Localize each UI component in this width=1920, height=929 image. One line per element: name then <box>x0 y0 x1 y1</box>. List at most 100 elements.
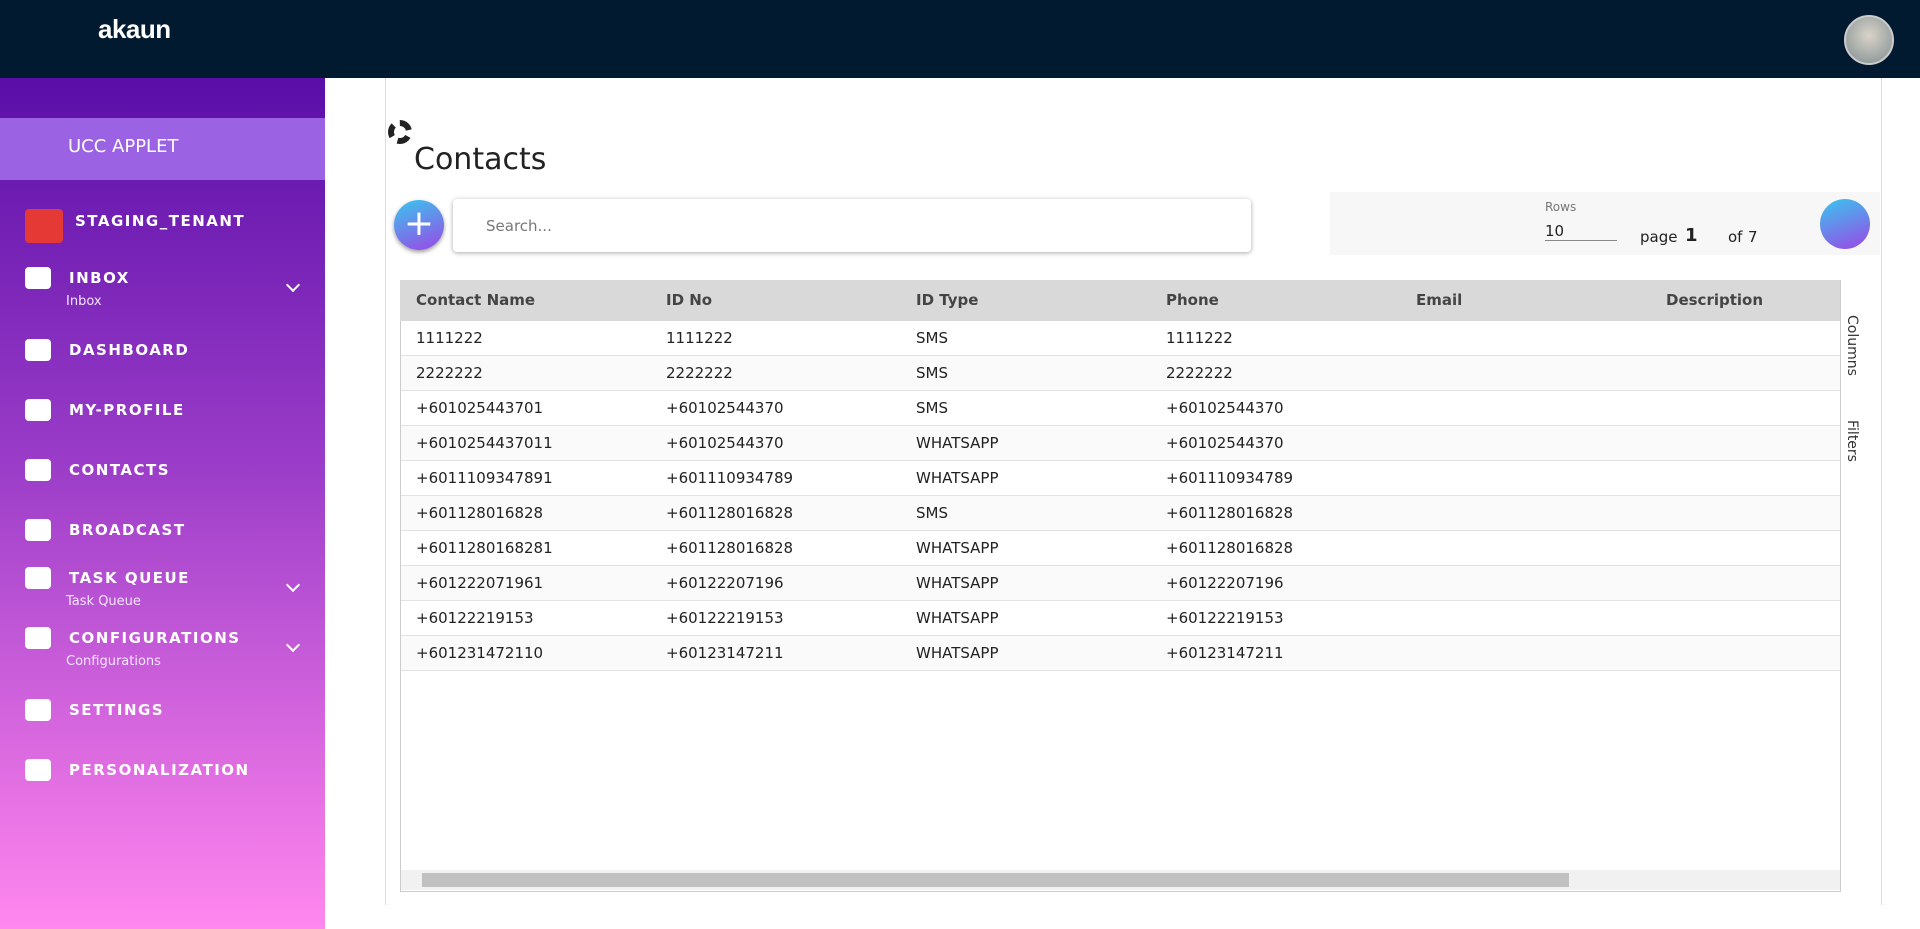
nav-item[interactable]: MY-PROFILE <box>69 401 185 419</box>
cell: +60123147211 <box>666 644 784 662</box>
cell: 2222222 <box>1166 364 1233 382</box>
nav-item[interactable]: PERSONALIZATION <box>69 761 250 779</box>
tenant-icon <box>25 209 63 243</box>
cell: WHATSAPP <box>916 469 999 487</box>
table-row[interactable] <box>401 391 1840 426</box>
cell: +60122219153 <box>1166 609 1284 627</box>
table-row[interactable] <box>401 531 1840 566</box>
column-header[interactable]: Email <box>1416 291 1463 309</box>
cell: 1111222 <box>1166 329 1233 347</box>
cell: 1111222 <box>416 329 483 347</box>
nav-icon <box>25 627 51 649</box>
cell: +6011280168281 <box>416 539 553 557</box>
rows-select[interactable]: 10 <box>1545 222 1617 241</box>
cell: +6011109347891 <box>416 469 553 487</box>
column-header[interactable]: Contact Name <box>416 291 536 309</box>
table-row[interactable] <box>401 426 1840 461</box>
nav-item[interactable]: CONFIGURATIONS <box>69 629 241 647</box>
view-toggle[interactable] <box>1820 199 1870 249</box>
avatar[interactable] <box>1844 15 1894 65</box>
of-label: of <box>1728 228 1743 246</box>
total-pages: 7 <box>1748 228 1758 246</box>
logo[interactable]: akaun <box>98 14 171 44</box>
nav-sub: Configurations <box>66 654 161 669</box>
scroll-thumb[interactable] <box>422 873 1569 887</box>
cell: +60122219153 <box>666 609 784 627</box>
cell: +601128016828 <box>666 539 794 557</box>
nav-item[interactable]: TASK QUEUE <box>69 569 190 587</box>
cell: SMS <box>916 504 948 522</box>
cell: +601222071961 <box>416 574 544 592</box>
content-card <box>385 78 1882 905</box>
cell: +60122219153 <box>416 609 534 627</box>
cell: 1111222 <box>666 329 733 347</box>
column-header[interactable]: Phone <box>1166 291 1219 309</box>
cell: +6010254437011 <box>416 434 553 452</box>
nav-icon <box>25 399 51 421</box>
applet-name: UCC APPLET <box>68 136 179 157</box>
side-tabs <box>1840 280 1866 892</box>
tenant-name[interactable]: STAGING_TENANT <box>75 212 246 230</box>
cell: +601231472110 <box>416 644 544 662</box>
cell: SMS <box>916 329 948 347</box>
cell: +601128016828 <box>666 504 794 522</box>
cell: +601025443701 <box>416 399 544 417</box>
table-row[interactable] <box>401 461 1840 496</box>
nav-icon <box>25 759 51 781</box>
cell: +601128016828 <box>1166 539 1294 557</box>
top-bar <box>0 0 1920 78</box>
nav-sub: Inbox <box>66 294 102 309</box>
nav-icon <box>25 459 51 481</box>
nav-icon <box>25 567 51 589</box>
nav-icon <box>25 699 51 721</box>
nav-item[interactable]: INBOX <box>69 269 130 287</box>
cell: +60102544370 <box>666 434 784 452</box>
cell: +601128016828 <box>1166 504 1294 522</box>
sidebar <box>0 78 325 929</box>
search-placeholder: Search... <box>486 217 552 235</box>
cell: WHATSAPP <box>916 539 999 557</box>
nav-item[interactable]: BROADCAST <box>69 521 186 539</box>
table-header <box>400 280 1840 321</box>
nav-item[interactable]: SETTINGS <box>69 701 165 719</box>
cell: +601128016828 <box>416 504 544 522</box>
search-box[interactable] <box>453 199 1251 252</box>
cell: +60122207196 <box>666 574 784 592</box>
nav-icon <box>25 339 51 361</box>
add-button[interactable]: + <box>394 200 444 250</box>
table-row[interactable] <box>401 636 1840 671</box>
table-row[interactable] <box>401 356 1840 391</box>
cell: +60122207196 <box>1166 574 1284 592</box>
cell: +60102544370 <box>666 399 784 417</box>
page-title: Contacts <box>414 142 547 177</box>
table-row[interactable] <box>401 321 1840 356</box>
side-tab[interactable]: Columns <box>1844 315 1860 376</box>
applet-bar <box>0 118 325 180</box>
page-number: 1 <box>1685 225 1698 246</box>
cell: +60102544370 <box>1166 399 1284 417</box>
nav-sub: Task Queue <box>66 594 141 609</box>
column-header[interactable]: ID Type <box>916 291 979 309</box>
rows-label: Rows <box>1545 200 1577 214</box>
side-tab[interactable]: Filters <box>1844 420 1860 462</box>
nav-item[interactable]: CONTACTS <box>69 461 171 479</box>
cell: WHATSAPP <box>916 644 999 662</box>
cell: 2222222 <box>416 364 483 382</box>
page-label: page <box>1640 228 1678 246</box>
cell: +601110934789 <box>666 469 794 487</box>
cell: +601110934789 <box>1166 469 1294 487</box>
table-row[interactable] <box>401 496 1840 531</box>
nav-item[interactable]: DASHBOARD <box>69 341 190 359</box>
table-row[interactable] <box>401 601 1840 636</box>
pagination-panel <box>1330 192 1880 255</box>
column-header[interactable]: ID No <box>666 291 713 309</box>
settings-icon[interactable] <box>388 120 412 144</box>
cell: SMS <box>916 364 948 382</box>
column-header[interactable]: Description <box>1666 291 1764 309</box>
cell: WHATSAPP <box>916 574 999 592</box>
table-row[interactable] <box>401 566 1840 601</box>
cell: WHATSAPP <box>916 609 999 627</box>
nav-icon <box>25 519 51 541</box>
cell: SMS <box>916 399 948 417</box>
